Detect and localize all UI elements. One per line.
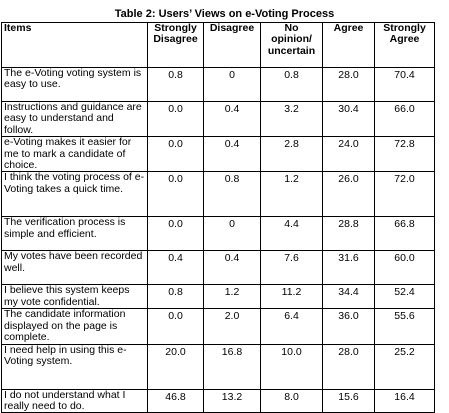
row-value-cell: 15.6: [322, 388, 375, 413]
row-value-cell: 7.6: [260, 250, 323, 286]
row-value-cell: 25.2: [374, 343, 435, 390]
row-value-cell: 16.4: [374, 388, 435, 413]
row-value-cell: 0: [203, 216, 261, 252]
row-value-cell: 4.4: [260, 216, 323, 252]
row-value-cell: 1.2: [260, 171, 323, 218]
row-value-cell: 20.0: [147, 343, 204, 390]
row-value-cell: 3.2: [260, 100, 323, 138]
row-item-text: e-Voting makes it easier for me to mark …: [1, 136, 148, 173]
row-value-cell: 0.8: [260, 67, 323, 102]
row-item-text: The e-Voting voting system is easy to us…: [1, 67, 148, 102]
row-value-cell: 2.0: [203, 308, 261, 345]
row-value-cell: 10.0: [260, 343, 323, 390]
row-value-cell: 16.8: [203, 343, 261, 390]
table-body: The e-Voting voting system is easy to us…: [1, 67, 435, 413]
row-value-cell: 0.8: [147, 284, 204, 310]
table-row: I think the voting process of e-Voting t…: [1, 171, 435, 218]
row-item-text: I do not understand what I really need t…: [1, 388, 148, 413]
row-item-text: The candidate information displayed on t…: [1, 308, 148, 345]
table-row: My votes have been recorded well. 0.4 0.4 7…: [1, 250, 435, 286]
row-value-cell: 28.0: [322, 67, 375, 102]
row-item-text: I believe this system keeps my vote conf…: [1, 284, 148, 310]
row-item-text: I need help in using this e-Voting syste…: [1, 343, 148, 390]
column-header-strongly-agree: Strongly Agree: [374, 22, 435, 68]
row-value-cell: 28.8: [322, 216, 375, 252]
header-row: Items Strongly Disagree Disagree No opin…: [1, 22, 435, 68]
views-table: Items Strongly Disagree Disagree No opin…: [1, 22, 435, 413]
table-row: I believe this system keeps my vote conf…: [1, 284, 435, 310]
row-value-cell: 0.0: [147, 100, 204, 138]
row-value-cell: 0.8: [203, 171, 261, 218]
row-value-cell: 70.4: [374, 67, 435, 102]
row-value-cell: 30.4: [322, 100, 375, 138]
row-value-cell: 0.4: [147, 250, 204, 286]
row-value-cell: 31.6: [322, 250, 375, 286]
table-row: e-Voting makes it easier for me to mark …: [1, 136, 435, 173]
row-value-cell: 0: [203, 67, 261, 102]
row-value-cell: 66.8: [374, 216, 435, 252]
row-value-cell: 6.4: [260, 308, 323, 345]
column-header-no-opinion: No opinion/ uncertain: [260, 22, 323, 68]
row-value-cell: 0.0: [147, 136, 204, 173]
row-value-cell: 60.0: [374, 250, 435, 286]
row-value-cell: 8.0: [260, 388, 323, 413]
column-header-disagree: Disagree: [203, 22, 261, 68]
table-row: Instructions and guidance are easy to un…: [1, 100, 435, 138]
row-value-cell: 13.2: [203, 388, 261, 413]
row-value-cell: 72.8: [374, 136, 435, 173]
row-item-text: I think the voting process of e-Voting t…: [1, 171, 148, 218]
row-value-cell: 1.2: [203, 284, 261, 310]
row-value-cell: 0.0: [147, 308, 204, 345]
table-row: The verification process is simple and e…: [1, 216, 435, 252]
row-value-cell: 11.2: [260, 284, 323, 310]
table-row: The candidate information displayed on t…: [1, 308, 435, 345]
row-value-cell: 0.4: [203, 136, 261, 173]
row-value-cell: 2.8: [260, 136, 323, 173]
row-value-cell: 52.4: [374, 284, 435, 310]
row-value-cell: 46.8: [147, 388, 204, 413]
row-value-cell: 36.0: [322, 308, 375, 345]
row-value-cell: 72.0: [374, 171, 435, 218]
row-item-text: My votes have been recorded well.: [1, 250, 148, 286]
table-row: The e-Voting voting system is easy to us…: [1, 67, 435, 102]
row-value-cell: 0.4: [203, 100, 261, 138]
row-value-cell: 34.4: [322, 284, 375, 310]
row-value-cell: 0.4: [203, 250, 261, 286]
row-value-cell: 0.0: [147, 216, 204, 252]
row-value-cell: 55.6: [374, 308, 435, 345]
table-caption: Table 2: Users’ Views on e-Voting Proces…: [114, 8, 335, 20]
column-header-strongly-disagree: Strongly Disagree: [147, 22, 204, 68]
row-value-cell: 24.0: [322, 136, 375, 173]
row-value-cell: 0.8: [147, 67, 204, 102]
table-row: I do not understand what I really need t…: [1, 388, 435, 413]
column-header-agree: Agree: [322, 22, 375, 68]
column-header-items: Items: [1, 22, 148, 68]
table-row: I need help in using this e-Voting syste…: [1, 343, 435, 390]
row-value-cell: 26.0: [322, 171, 375, 218]
row-value-cell: 0.0: [147, 171, 204, 218]
row-value-cell: 28.0: [322, 343, 375, 390]
row-item-text: The verification process is simple and e…: [1, 216, 148, 252]
row-value-cell: 66.0: [374, 100, 435, 138]
row-item-text: Instructions and guidance are easy to un…: [1, 100, 148, 138]
